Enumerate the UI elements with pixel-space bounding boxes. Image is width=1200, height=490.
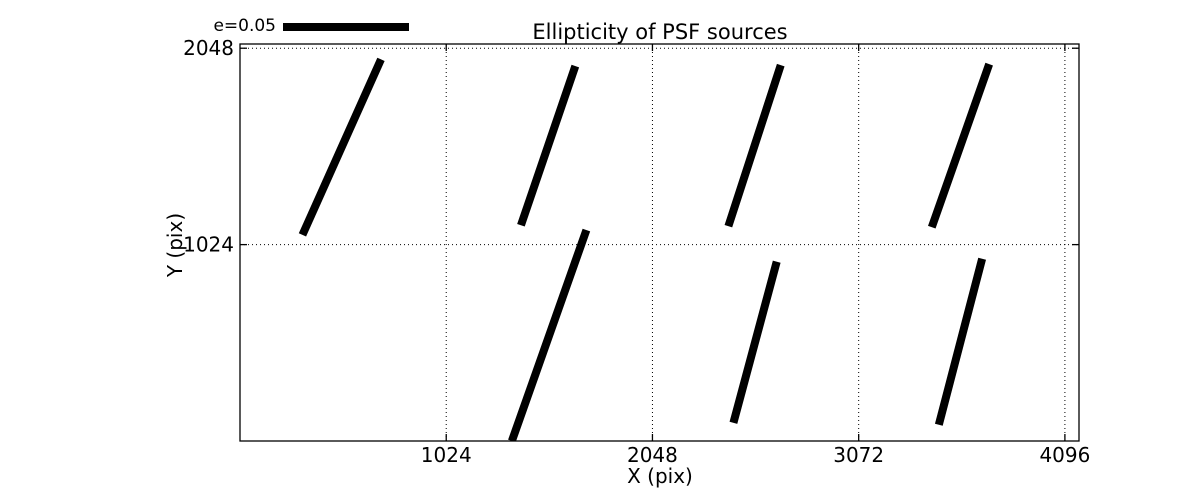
ellipticity-stick-2 [517, 64, 580, 227]
xtick-label-4096: 4096 [1039, 443, 1090, 467]
whisker-group [298, 57, 993, 441]
xtick-label-1024: 1024 [421, 443, 472, 467]
xtick-label-3072: 3072 [833, 443, 884, 467]
ellipticity-stick-3 [724, 63, 785, 228]
ellipticity-stick-7 [934, 257, 987, 426]
x-axis-label: X (pix) [627, 464, 693, 488]
axes-frame [239, 43, 1080, 442]
legend-scale-bar [283, 23, 409, 31]
ellipticity-stick-4 [928, 62, 993, 229]
xtick-label-2048: 2048 [627, 443, 678, 467]
legend-label: e=0.05 [213, 16, 276, 36]
ellipticity-stick-6 [729, 260, 781, 424]
ellipticity-stick-1 [298, 57, 385, 237]
ytick-label-1024: 1024 [183, 233, 234, 257]
ellipticity-stick-5 [508, 228, 591, 441]
chart-title: Ellipticity of PSF sources [532, 20, 788, 44]
ytick-label-2048: 2048 [183, 36, 234, 60]
y-axis-label: Y (pix) [163, 212, 187, 278]
